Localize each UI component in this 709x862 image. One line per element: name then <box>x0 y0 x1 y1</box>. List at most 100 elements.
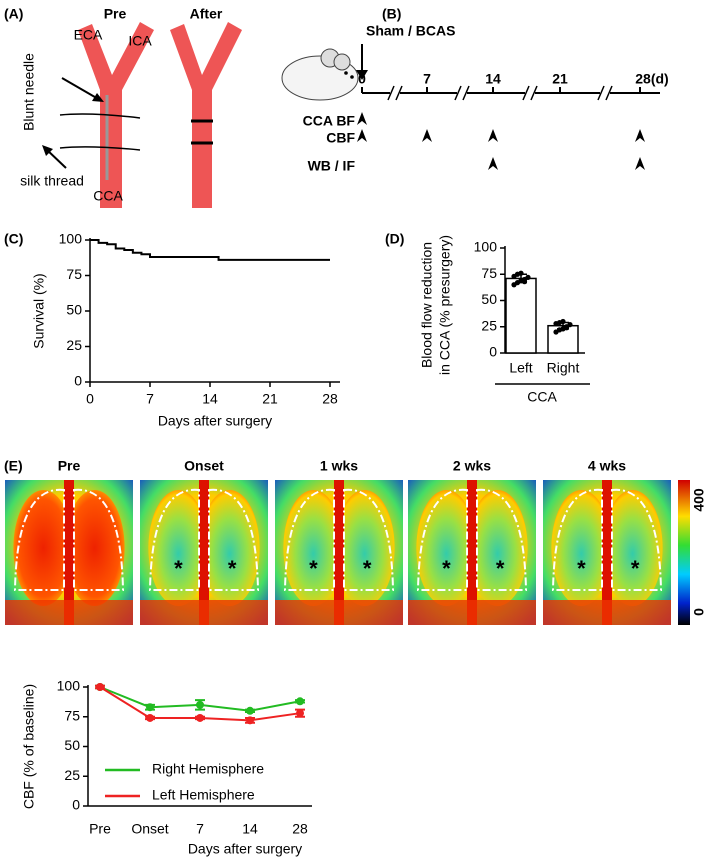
panel-a: (A) Pre After ECA ICA Blunt needle silk … <box>4 6 242 208</box>
image-title: 4 wks <box>588 458 626 474</box>
y-tick-label: 100 <box>474 239 498 255</box>
row-label: CBF <box>326 130 355 146</box>
cerebellum <box>275 600 403 625</box>
asterisk: * <box>174 556 183 581</box>
hemisphere <box>602 490 663 606</box>
y-tick-label: 0 <box>72 797 80 813</box>
x-tick-label: Onset <box>131 821 168 837</box>
roi-outline <box>148 488 260 591</box>
midline <box>199 480 209 625</box>
row-label: WB / IF <box>308 158 356 174</box>
panel-label: (D) <box>385 231 404 247</box>
x-axis-label: Days after surgery <box>188 841 302 857</box>
point <box>146 713 154 722</box>
hemisphere <box>467 490 528 606</box>
y-tick-label: 0 <box>74 373 82 389</box>
y-axis-label: Survival (%) <box>31 273 47 348</box>
x-tick-label: 21 <box>262 391 278 407</box>
asterisk: * <box>309 556 318 581</box>
asterisk: * <box>228 556 237 581</box>
point <box>296 697 304 706</box>
hemisphere <box>416 490 477 606</box>
y-tick-label: 50 <box>66 302 82 318</box>
x-tick-label: 0 <box>86 391 94 407</box>
x-tick-label: 14 <box>202 391 218 407</box>
hemisphere <box>283 490 344 606</box>
timeline-label: 28(d) <box>635 71 668 87</box>
midline <box>602 480 612 625</box>
timeline-label: 7 <box>423 71 431 87</box>
timeline-label: 21 <box>552 71 568 87</box>
panel-label: (A) <box>4 6 23 22</box>
y-tick-label: 75 <box>66 266 82 282</box>
asterisk: * <box>363 556 372 581</box>
midline <box>64 480 74 625</box>
asterisk: * <box>631 556 640 581</box>
thread <box>59 113 141 119</box>
x-tick-label: Right <box>547 360 580 376</box>
roi-outline <box>551 488 663 591</box>
panel-label: (B) <box>382 6 401 22</box>
x-axis-label: Days after surgery <box>158 413 272 429</box>
y-tick-label: 75 <box>64 707 80 723</box>
roi-outline <box>416 488 528 591</box>
midline <box>334 480 344 625</box>
arrow <box>61 77 101 101</box>
arrowhead <box>635 157 645 170</box>
y-tick-label: 75 <box>481 265 497 281</box>
series-line <box>90 239 330 261</box>
y-tick-label: 100 <box>59 231 83 247</box>
point <box>146 703 154 712</box>
label: Sham / BCAS <box>366 23 455 39</box>
x-tick-label: 7 <box>196 821 204 837</box>
x-tick-label: Pre <box>89 821 111 837</box>
label: ECA <box>74 27 103 43</box>
timeline-label: 0 <box>358 71 366 87</box>
x-tick-label: 28 <box>292 821 308 837</box>
arrowhead <box>488 129 498 142</box>
vessel <box>170 22 242 208</box>
point <box>296 709 304 718</box>
point <box>246 706 254 715</box>
arrowhead <box>422 129 432 142</box>
hemisphere <box>199 490 260 606</box>
arrowhead <box>42 145 53 156</box>
arrowhead <box>357 129 367 142</box>
bar <box>505 277 537 354</box>
dot <box>560 318 566 325</box>
point <box>196 713 204 722</box>
legend-label: Right Hemisphere <box>152 761 264 777</box>
colorbar <box>678 480 690 625</box>
panel-e: (E) <box>4 458 690 625</box>
cerebellum <box>543 600 671 625</box>
y-tick-label: 25 <box>481 317 497 333</box>
roi-outline <box>13 488 125 591</box>
y-tick-label: 50 <box>64 737 80 753</box>
label: Pre <box>104 6 127 22</box>
image-title: 2 wks <box>453 458 491 474</box>
axis-break <box>387 85 613 101</box>
legend-label: Left Hemisphere <box>152 787 255 803</box>
arrowhead <box>357 112 367 125</box>
panel-label: (C) <box>4 231 23 247</box>
y-tick-label: 0 <box>489 344 497 360</box>
arrowhead <box>356 70 368 80</box>
x-tick-label: 14 <box>242 821 258 837</box>
x-tick-label: 7 <box>146 391 154 407</box>
timeline-label: 14 <box>485 71 501 87</box>
image-title: 1 wks <box>320 458 358 474</box>
y-axis-label: CBF (% of baseline) <box>21 684 37 809</box>
colorbar-label: 400 <box>691 488 707 512</box>
point <box>246 716 254 725</box>
dot <box>518 270 524 276</box>
mouse-eye <box>350 75 354 79</box>
roi-outline <box>283 488 395 591</box>
panel-b: (B) Sham / BCAS <box>281 6 660 101</box>
mouse-ear <box>333 53 351 71</box>
cerebellum <box>5 600 133 625</box>
cerebellum <box>140 600 268 625</box>
image-title: Onset <box>184 458 224 474</box>
y-tick-label: 50 <box>481 291 497 307</box>
hemisphere <box>148 490 209 606</box>
hemisphere <box>334 490 395 606</box>
